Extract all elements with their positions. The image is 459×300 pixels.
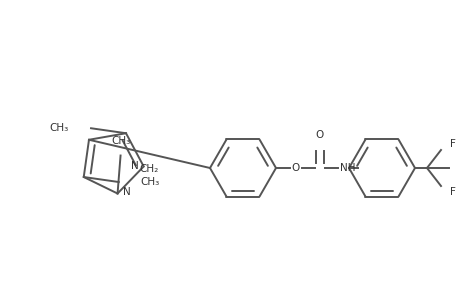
Text: CH₃: CH₃: [140, 177, 160, 187]
Text: O: O: [291, 163, 299, 173]
Text: F: F: [449, 139, 455, 149]
Text: N: N: [122, 187, 130, 196]
Text: CH₃: CH₃: [111, 136, 130, 146]
Text: CH₃: CH₃: [50, 123, 69, 133]
Text: F: F: [449, 187, 455, 197]
Text: CH₂: CH₂: [140, 164, 159, 174]
Text: N: N: [131, 161, 138, 172]
Text: NH: NH: [340, 163, 355, 173]
Text: O: O: [315, 130, 324, 140]
